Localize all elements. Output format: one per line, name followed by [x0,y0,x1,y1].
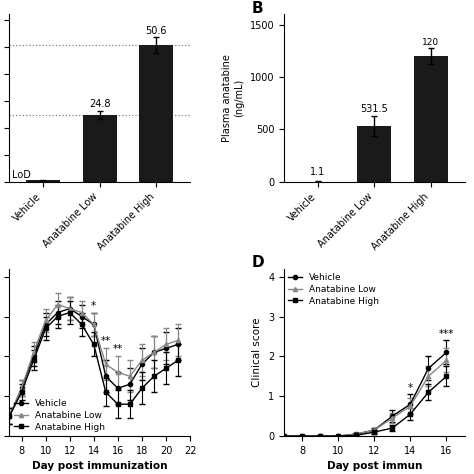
Bar [139,45,173,182]
Text: *: * [91,301,96,310]
Text: *: * [408,383,413,393]
Bar [414,56,447,182]
Bar [27,180,60,182]
Text: 24.8: 24.8 [89,100,110,109]
Text: 531.5: 531.5 [360,104,388,114]
Text: B: B [251,1,263,16]
Text: **: ** [113,345,123,355]
Legend: Vehicle, Anatabine Low, Anatabine High: Vehicle, Anatabine Low, Anatabine High [289,273,379,306]
Text: D: D [251,255,264,270]
Text: **: ** [100,337,111,346]
Bar [357,126,391,182]
Y-axis label: Clinical score: Clinical score [253,318,263,387]
Y-axis label: Plasma anatabine
(ng/mL): Plasma anatabine (ng/mL) [222,54,244,142]
Text: 50.6: 50.6 [146,26,167,36]
Text: ***: *** [439,329,454,339]
Legend: Vehicle, Anatabine Low, Anatabine High: Vehicle, Anatabine Low, Anatabine High [14,399,105,431]
Text: 1.1: 1.1 [310,167,326,177]
Bar [83,115,117,182]
Text: LoD: LoD [12,170,31,180]
X-axis label: Day post immunization: Day post immunization [32,461,167,471]
Text: 120: 120 [422,37,439,46]
X-axis label: Day post immun: Day post immun [327,461,422,471]
